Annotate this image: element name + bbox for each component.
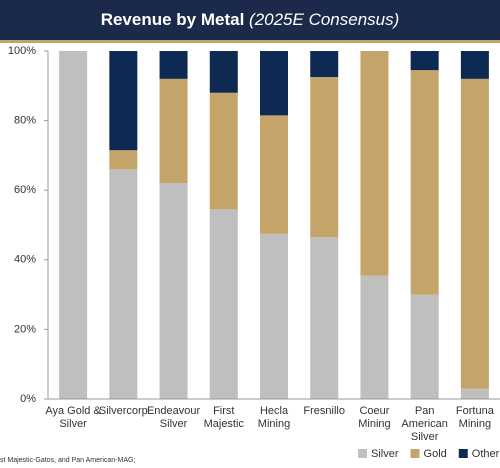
x-tick-label: Endeavour Silver bbox=[147, 405, 201, 430]
bar-segment bbox=[260, 115, 288, 234]
footnote: st Majestic-Gatos, and Pan American-MAG; bbox=[0, 457, 135, 464]
title-underline bbox=[0, 40, 500, 43]
bar-segment bbox=[310, 77, 339, 238]
bar-segment bbox=[109, 51, 138, 151]
bar-segment bbox=[209, 209, 238, 399]
x-tick-label: Hecla Mining bbox=[258, 405, 290, 430]
y-tick-label: 40% bbox=[14, 254, 36, 266]
bar-segment bbox=[460, 51, 489, 79]
bar-segment bbox=[260, 51, 288, 116]
bar-segment bbox=[159, 51, 188, 79]
bar-segment bbox=[310, 237, 339, 399]
y-tick-label: 100% bbox=[8, 45, 36, 57]
bar-segment bbox=[109, 150, 138, 170]
x-tick-label: Pan American Silver bbox=[401, 405, 447, 443]
chart-title: Revenue by Metal (2025E Consensus) bbox=[101, 10, 400, 29]
x-tick-label: Fresnillo bbox=[303, 405, 345, 417]
legend-swatch bbox=[410, 449, 420, 458]
title-bar bbox=[0, 0, 500, 40]
bar-segment bbox=[360, 51, 389, 276]
bar-segment bbox=[410, 294, 439, 399]
bar-segment bbox=[209, 51, 238, 93]
y-tick-label: 80% bbox=[14, 115, 36, 127]
legend-swatch bbox=[358, 449, 367, 458]
x-tick-label: Silvercorp bbox=[99, 405, 148, 417]
bar-segment bbox=[159, 183, 188, 399]
bar-segment bbox=[460, 78, 489, 389]
bar-segment bbox=[59, 51, 88, 399]
title-main: Revenue by Metal bbox=[101, 10, 245, 29]
bar-segment bbox=[260, 233, 288, 399]
legend-label: Gold bbox=[424, 448, 447, 460]
bar-segment bbox=[109, 169, 138, 399]
bar-segment bbox=[159, 78, 188, 184]
x-tick-label: First Majestic bbox=[204, 405, 245, 430]
bar-segment bbox=[410, 70, 439, 295]
y-tick-label: 60% bbox=[14, 184, 36, 196]
y-tick-label: 0% bbox=[20, 393, 36, 405]
x-tick-label: Fortuna Mining bbox=[456, 405, 495, 430]
x-tick-label: Aya Gold & Silver bbox=[45, 405, 101, 430]
bar-segment bbox=[310, 51, 339, 78]
bar-segment bbox=[209, 92, 238, 210]
bar-segment bbox=[410, 51, 439, 71]
y-tick-label: 20% bbox=[14, 323, 36, 335]
title-sub: (2025E Consensus) bbox=[249, 10, 399, 29]
x-tick-label: Coeur Mining bbox=[358, 405, 390, 430]
bar-segment bbox=[460, 388, 489, 399]
legend-label: Silver bbox=[371, 448, 399, 460]
legend-label: Other bbox=[472, 448, 500, 460]
legend-swatch bbox=[458, 449, 468, 458]
bar-segment bbox=[360, 275, 389, 399]
